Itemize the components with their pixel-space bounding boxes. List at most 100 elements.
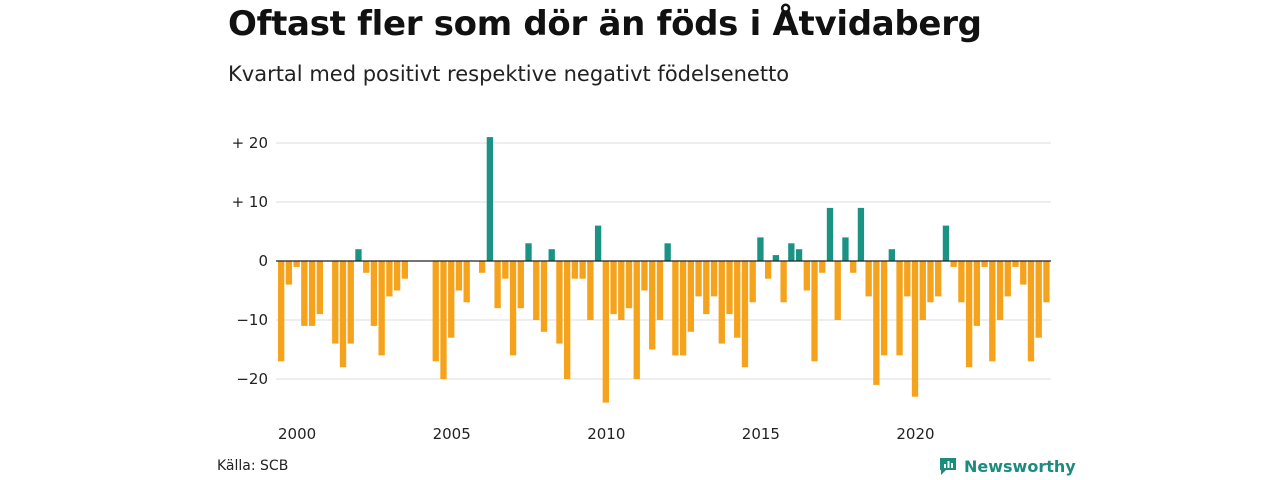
bar	[981, 261, 988, 267]
chart-title: Oftast fler som dör än föds i Åtvidaberg	[228, 4, 982, 44]
bar	[842, 237, 849, 261]
bar	[440, 261, 447, 379]
bar	[455, 261, 463, 291]
bar	[587, 261, 594, 320]
bar	[1035, 261, 1042, 338]
bar	[386, 261, 393, 297]
bar	[332, 261, 339, 344]
bar	[803, 261, 810, 291]
bar	[772, 255, 780, 261]
brand-logo: Newsworthy	[938, 456, 1076, 476]
y-tick-label: −20	[236, 370, 268, 388]
bar	[525, 243, 532, 261]
bar	[602, 261, 609, 403]
bar	[564, 261, 571, 379]
bar	[509, 261, 517, 356]
bar	[502, 261, 509, 279]
bar	[432, 261, 439, 362]
bar	[942, 225, 950, 261]
newsworthy-icon	[940, 458, 956, 475]
bar	[904, 261, 911, 297]
x-tick-label: 2020	[896, 425, 934, 443]
bar	[695, 261, 702, 297]
bar	[888, 249, 895, 261]
bar	[757, 237, 764, 261]
bar	[401, 261, 409, 279]
bar	[656, 261, 664, 320]
bar	[339, 261, 347, 368]
bar	[850, 261, 857, 273]
bar	[556, 261, 563, 344]
bar	[664, 243, 671, 261]
bar	[548, 249, 555, 261]
y-tick-label: + 10	[232, 193, 268, 211]
chart-subtitle: Kvartal med positivt respektive negativt…	[228, 62, 790, 86]
source-note: Källa: SCB	[217, 458, 289, 474]
bar	[293, 261, 300, 267]
bar	[540, 261, 548, 332]
bar	[571, 261, 579, 279]
bar	[958, 261, 965, 303]
bar	[370, 261, 378, 326]
bar	[378, 261, 385, 356]
brand-name: Newsworthy	[964, 456, 1076, 476]
bar	[795, 249, 803, 261]
bar	[764, 261, 772, 279]
bar	[625, 261, 633, 309]
bar	[579, 261, 586, 279]
y-tick-label: −10	[236, 311, 268, 329]
bar	[308, 261, 316, 326]
bar	[285, 261, 293, 285]
bar	[486, 137, 494, 261]
bar	[834, 261, 841, 320]
x-tick-label: 2005	[433, 425, 471, 443]
bar	[749, 261, 756, 303]
bar	[478, 261, 486, 273]
bar	[1043, 261, 1050, 303]
y-axis-labels: + 20 + 10 0 −10 −20	[232, 134, 268, 388]
x-tick-label: 2010	[587, 425, 625, 443]
bar	[687, 261, 695, 332]
bar	[788, 243, 795, 261]
bar	[517, 261, 524, 309]
bar	[463, 261, 470, 303]
bar	[1027, 261, 1035, 362]
bar	[363, 261, 370, 273]
bar	[865, 261, 872, 297]
bars	[278, 137, 1050, 403]
bar	[278, 261, 285, 362]
x-tick-label: 2000	[278, 425, 316, 443]
bar	[965, 261, 973, 368]
bar	[780, 261, 787, 303]
bar	[649, 261, 656, 350]
bar	[347, 261, 354, 344]
bar	[618, 261, 625, 320]
x-axis-labels: 2000 2005 2010 2015 2020	[278, 425, 935, 443]
bar	[316, 261, 323, 315]
bar	[1012, 261, 1019, 267]
y-tick-label: + 20	[232, 134, 268, 152]
x-tick-label: 2015	[742, 425, 780, 443]
bar	[641, 261, 648, 291]
bar	[826, 207, 834, 261]
bar	[703, 261, 710, 315]
bar	[710, 261, 718, 297]
bar	[672, 261, 679, 356]
bar	[594, 225, 602, 261]
bar	[734, 261, 741, 338]
bar	[996, 261, 1004, 320]
bar	[726, 261, 733, 315]
bar	[718, 261, 725, 344]
bar	[919, 261, 926, 320]
bar	[927, 261, 934, 303]
bar	[1004, 261, 1011, 297]
bar	[950, 261, 957, 267]
bar	[633, 261, 640, 379]
bar	[896, 261, 903, 356]
bar	[448, 261, 455, 338]
bar	[811, 261, 818, 362]
bar	[741, 261, 749, 368]
bar	[610, 261, 617, 315]
y-tick-label: 0	[258, 252, 268, 270]
